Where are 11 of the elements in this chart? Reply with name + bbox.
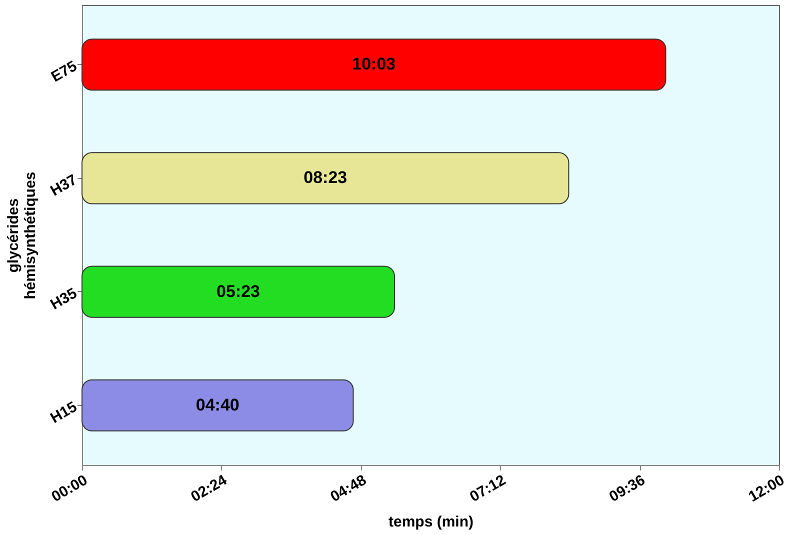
x-axis-title: temps (min) <box>388 514 474 531</box>
y-tick-label: H37 <box>48 171 80 200</box>
y-axis-title: glycérides hémisynthétiques <box>5 172 40 300</box>
data-label: 08:23 <box>304 168 348 188</box>
y-tick-label: H15 <box>48 398 80 427</box>
data-label: 10:03 <box>352 54 396 74</box>
data-label: 05:23 <box>216 282 260 301</box>
data-label: 04:40 <box>196 395 240 414</box>
y-tick-label: H35 <box>48 284 80 314</box>
y-tick-label: E75 <box>48 58 80 86</box>
x-tick-label: 00:00 <box>48 472 90 506</box>
